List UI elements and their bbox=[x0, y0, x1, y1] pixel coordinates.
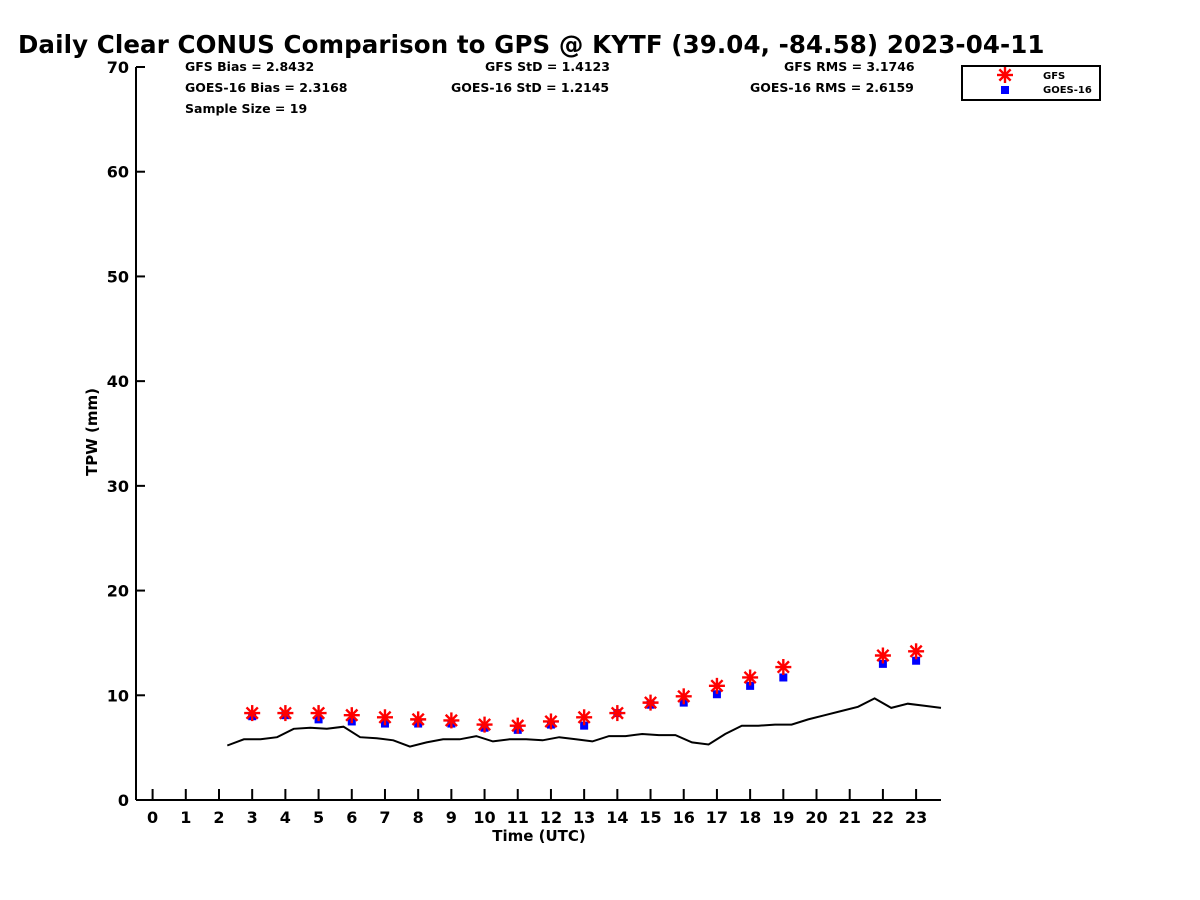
y-tick-label: 0 bbox=[118, 791, 129, 810]
x-tick-label: 2 bbox=[213, 808, 224, 827]
x-tick-label: 0 bbox=[147, 808, 158, 827]
chart-title: Daily Clear CONUS Comparison to GPS @ KY… bbox=[18, 30, 1045, 59]
goes-rms-stat: GOES-16 RMS = 2.6159 bbox=[750, 80, 914, 95]
x-tick-label: 22 bbox=[872, 808, 894, 827]
gfs-point bbox=[509, 717, 526, 734]
x-tick-label: 21 bbox=[839, 808, 861, 827]
y-tick-label: 70 bbox=[107, 58, 129, 77]
gfs-point bbox=[343, 707, 360, 724]
x-tick-label: 13 bbox=[573, 808, 595, 827]
gfs-point bbox=[376, 709, 393, 726]
x-tick-label: 8 bbox=[413, 808, 424, 827]
x-tick-label: 17 bbox=[706, 808, 728, 827]
gfs-rms-stat: GFS RMS = 3.1746 bbox=[784, 59, 915, 74]
gfs-point bbox=[742, 669, 759, 686]
legend-box bbox=[961, 65, 1101, 101]
y-tick-label: 60 bbox=[107, 163, 129, 182]
x-tick-label: 10 bbox=[473, 808, 495, 827]
x-tick-label: 19 bbox=[772, 808, 794, 827]
gfs-point bbox=[874, 647, 891, 664]
legend-gfs-label: GFS bbox=[1043, 71, 1065, 82]
x-tick-label: 18 bbox=[739, 808, 761, 827]
goes-point bbox=[878, 659, 887, 668]
y-tick-label: 40 bbox=[107, 372, 129, 391]
x-tick-label: 4 bbox=[280, 808, 291, 827]
x-tick-label: 16 bbox=[673, 808, 695, 827]
goes-point bbox=[779, 673, 788, 682]
gfs-point bbox=[675, 688, 692, 705]
legend-gfs-marker bbox=[997, 67, 1013, 83]
sample-size-stat: Sample Size = 19 bbox=[185, 101, 308, 116]
x-axis-label: Time (UTC) bbox=[492, 827, 586, 845]
gfs-series bbox=[244, 643, 925, 734]
gps-line bbox=[226, 697, 942, 748]
gfs-point bbox=[775, 659, 792, 676]
gfs-std-stat: GFS StD = 1.4123 bbox=[485, 59, 610, 74]
x-tick-label: 5 bbox=[313, 808, 324, 827]
x-tick-label: 15 bbox=[639, 808, 661, 827]
x-tick-label: 12 bbox=[540, 808, 562, 827]
goes-point bbox=[746, 681, 755, 690]
goes-std-stat: GOES-16 StD = 1.2145 bbox=[451, 80, 610, 95]
y-tick-label: 10 bbox=[107, 686, 129, 705]
goes-bias-stat: GOES-16 Bias = 2.3168 bbox=[185, 80, 348, 95]
gps-series bbox=[226, 697, 942, 748]
y-tick-label: 50 bbox=[107, 267, 129, 286]
x-tick-label: 9 bbox=[446, 808, 457, 827]
x-tick-label: 20 bbox=[805, 808, 827, 827]
gfs-point bbox=[642, 694, 659, 711]
legend-goes-label: GOES-16 bbox=[1043, 85, 1092, 96]
gfs-point bbox=[476, 716, 493, 733]
gfs-bias-stat: GFS Bias = 2.8432 bbox=[185, 59, 315, 74]
x-tick-label: 6 bbox=[346, 808, 357, 827]
gfs-point bbox=[310, 705, 327, 722]
x-tick-label: 23 bbox=[905, 808, 927, 827]
legend: GFS GOES-16 bbox=[961, 65, 1101, 101]
gfs-point bbox=[277, 705, 294, 722]
gfs-point bbox=[708, 677, 725, 694]
goes-point bbox=[712, 690, 721, 699]
y-tick-label: 20 bbox=[107, 582, 129, 601]
gfs-point bbox=[576, 709, 593, 726]
x-tick-label: 1 bbox=[180, 808, 191, 827]
x-tick-label: 14 bbox=[606, 808, 628, 827]
gfs-point bbox=[609, 705, 626, 722]
gfs-point bbox=[542, 713, 559, 730]
y-tick-label: 30 bbox=[107, 477, 129, 496]
gfs-point bbox=[908, 643, 925, 660]
goes-point bbox=[912, 656, 921, 665]
x-tick-label: 3 bbox=[247, 808, 258, 827]
gfs-point bbox=[244, 705, 261, 722]
x-tick-label: 7 bbox=[379, 808, 390, 827]
gfs-point bbox=[443, 712, 460, 729]
gfs-point bbox=[410, 711, 427, 728]
legend-goes-marker bbox=[1001, 86, 1009, 94]
x-tick-label: 11 bbox=[507, 808, 529, 827]
goes-point bbox=[580, 721, 589, 730]
